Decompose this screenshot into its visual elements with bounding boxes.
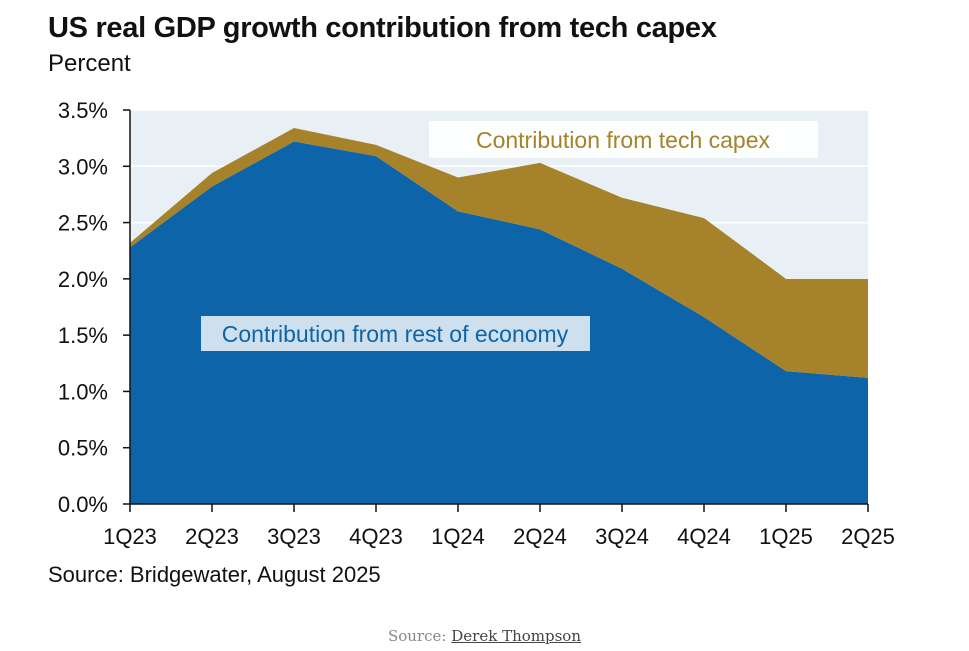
x-tick-label: 4Q24 bbox=[677, 524, 731, 549]
y-tick-label: 1.0% bbox=[58, 379, 108, 404]
x-tick-label: 1Q25 bbox=[759, 524, 813, 549]
image-caption: Source: Derek Thompson bbox=[0, 627, 969, 645]
chart-title: US real GDP growth contribution from tec… bbox=[48, 12, 717, 44]
source-note: Source: Bridgewater, August 2025 bbox=[48, 562, 381, 587]
x-tick-label: 1Q23 bbox=[103, 524, 157, 549]
x-tick-label: 3Q24 bbox=[595, 524, 649, 549]
area-tech-capex bbox=[130, 128, 868, 378]
caption-prefix: Source: bbox=[388, 627, 447, 645]
tech-capex-label-box bbox=[429, 121, 818, 158]
x-tick-label: 1Q24 bbox=[431, 524, 485, 549]
gdp-contribution-chart: 0.0% 0.5% 1.0% 1.5% 2.0% 2.5% 3.0% 3.5% 1Q23 2Q2… bbox=[58, 98, 895, 549]
x-tick-label: 4Q23 bbox=[349, 524, 403, 549]
y-tick-label: 2.5% bbox=[58, 211, 108, 236]
y-tick-label: 3.5% bbox=[58, 98, 108, 123]
y-tick-label: 2.0% bbox=[58, 267, 108, 292]
y-tick-label: 3.0% bbox=[58, 154, 108, 179]
rest-of-economy-label-box bbox=[201, 316, 590, 351]
x-tick-label: 3Q23 bbox=[267, 524, 321, 549]
y-tick-label: 0.5% bbox=[58, 436, 108, 461]
rest-of-economy-label: Contribution from rest of economy bbox=[222, 321, 569, 347]
x-tick-label: 2Q24 bbox=[513, 524, 567, 549]
x-tick-label: 2Q23 bbox=[185, 524, 239, 549]
caption-author-link[interactable]: Derek Thompson bbox=[451, 627, 581, 645]
tech-capex-label: Contribution from tech capex bbox=[476, 127, 771, 153]
chart-subtitle: Percent bbox=[48, 50, 131, 77]
y-tick-label: 0.0% bbox=[58, 492, 108, 517]
x-tick-label: 2Q25 bbox=[841, 524, 895, 549]
y-tick-label: 1.5% bbox=[58, 323, 108, 348]
